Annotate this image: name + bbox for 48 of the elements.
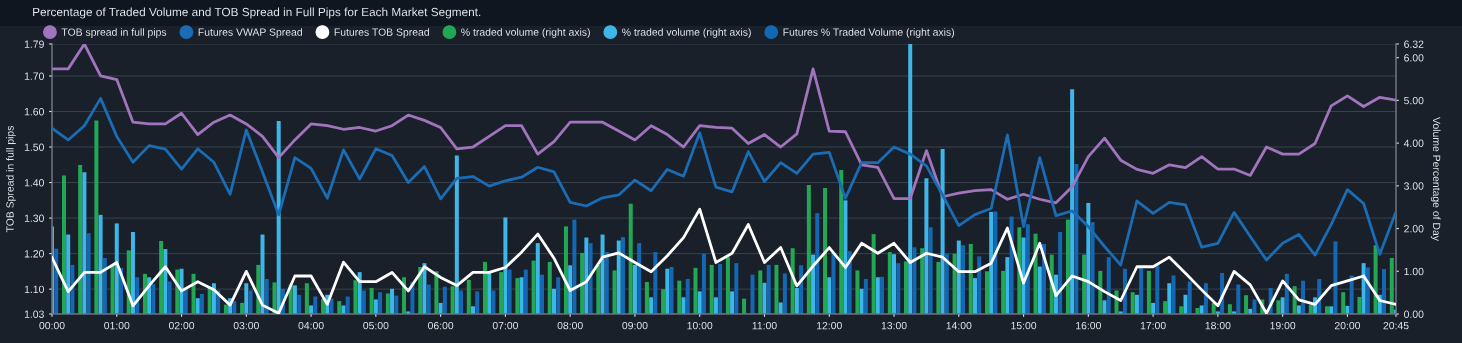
y2-tick-label: 6.32 xyxy=(1404,40,1424,48)
y-tick-label: 1.03 xyxy=(24,310,44,318)
y2-tick-label: 6.00 xyxy=(1404,54,1424,62)
x-tick-label: 18:00 xyxy=(1205,321,1231,330)
x-tick-label: 19:00 xyxy=(1270,321,1296,330)
y2-tick-label: 3.00 xyxy=(1404,182,1424,190)
x-tick-label: 07:00 xyxy=(492,321,519,330)
legend-label: % traded volume (right axis) xyxy=(461,28,590,38)
x-tick-label: 02:00 xyxy=(168,321,195,330)
legend-label: TOB spread in full pips xyxy=(61,28,167,38)
y2-tick-label: 4.00 xyxy=(1403,139,1424,147)
y-tick-label: 1.10 xyxy=(24,285,44,294)
y-tick-label: 1.30 xyxy=(24,214,44,222)
y-tick-label: 1.60 xyxy=(24,108,44,116)
x-tick-label: 06:00 xyxy=(428,321,454,330)
x-tick-label: 04:00 xyxy=(298,321,324,330)
legend-label: Futures VWAP Spread xyxy=(198,28,302,38)
y2-tick-label: 1.00 xyxy=(1404,267,1424,276)
legend-label: % traded volume (right axis) xyxy=(622,28,751,38)
y-tick-label: 1.20 xyxy=(24,250,44,258)
x-tick-label: 16:00 xyxy=(1076,321,1101,330)
x-tick-label: 12:00 xyxy=(817,321,842,330)
y-tick-label: 1.79 xyxy=(24,40,44,48)
x-tick-label: 20:00 xyxy=(1334,321,1361,330)
x-tick-label: 13:00 xyxy=(881,321,907,330)
legend-label: Futures TOB Spread xyxy=(334,28,429,38)
x-tick-label: 17:00 xyxy=(1140,321,1166,330)
y-tick-label: 1.40 xyxy=(24,179,44,187)
x-tick-label: 14:00 xyxy=(946,321,972,330)
y-tick-label: 1.50 xyxy=(24,143,44,151)
legend-label: Futures % Traded Volume (right axis) xyxy=(783,28,954,38)
x-tick-label: 08:00 xyxy=(557,321,583,330)
y2-tick-label: 2.00 xyxy=(1404,225,1424,233)
y2-axis-title: Volume Percentage of Day xyxy=(1430,117,1441,241)
x-tick-label: 09:00 xyxy=(622,321,648,330)
x-tick-label: 03:00 xyxy=(233,321,259,330)
chart-title: Percentage of Traded Volume and TOB Spread in Full Pips for Each Market Segment. xyxy=(33,7,481,19)
y2-tick-label: 5.00 xyxy=(1404,96,1424,105)
y2-tick-label: 0.00 xyxy=(1404,310,1424,318)
x-tick-label: 15:00 xyxy=(1011,321,1037,330)
x-tick-label: 00:00 xyxy=(39,321,65,330)
x-tick-label: 10:00 xyxy=(687,321,713,330)
x-tick-label: 20:45 xyxy=(1383,321,1409,330)
x-tick-label: 11:00 xyxy=(752,321,777,330)
x-tick-label: 05:00 xyxy=(363,321,389,330)
y-tick-label: 1.70 xyxy=(24,72,44,80)
y-axis-title: TOB Spread in full pips xyxy=(6,125,16,233)
x-tick-label: 01:00 xyxy=(104,321,130,330)
